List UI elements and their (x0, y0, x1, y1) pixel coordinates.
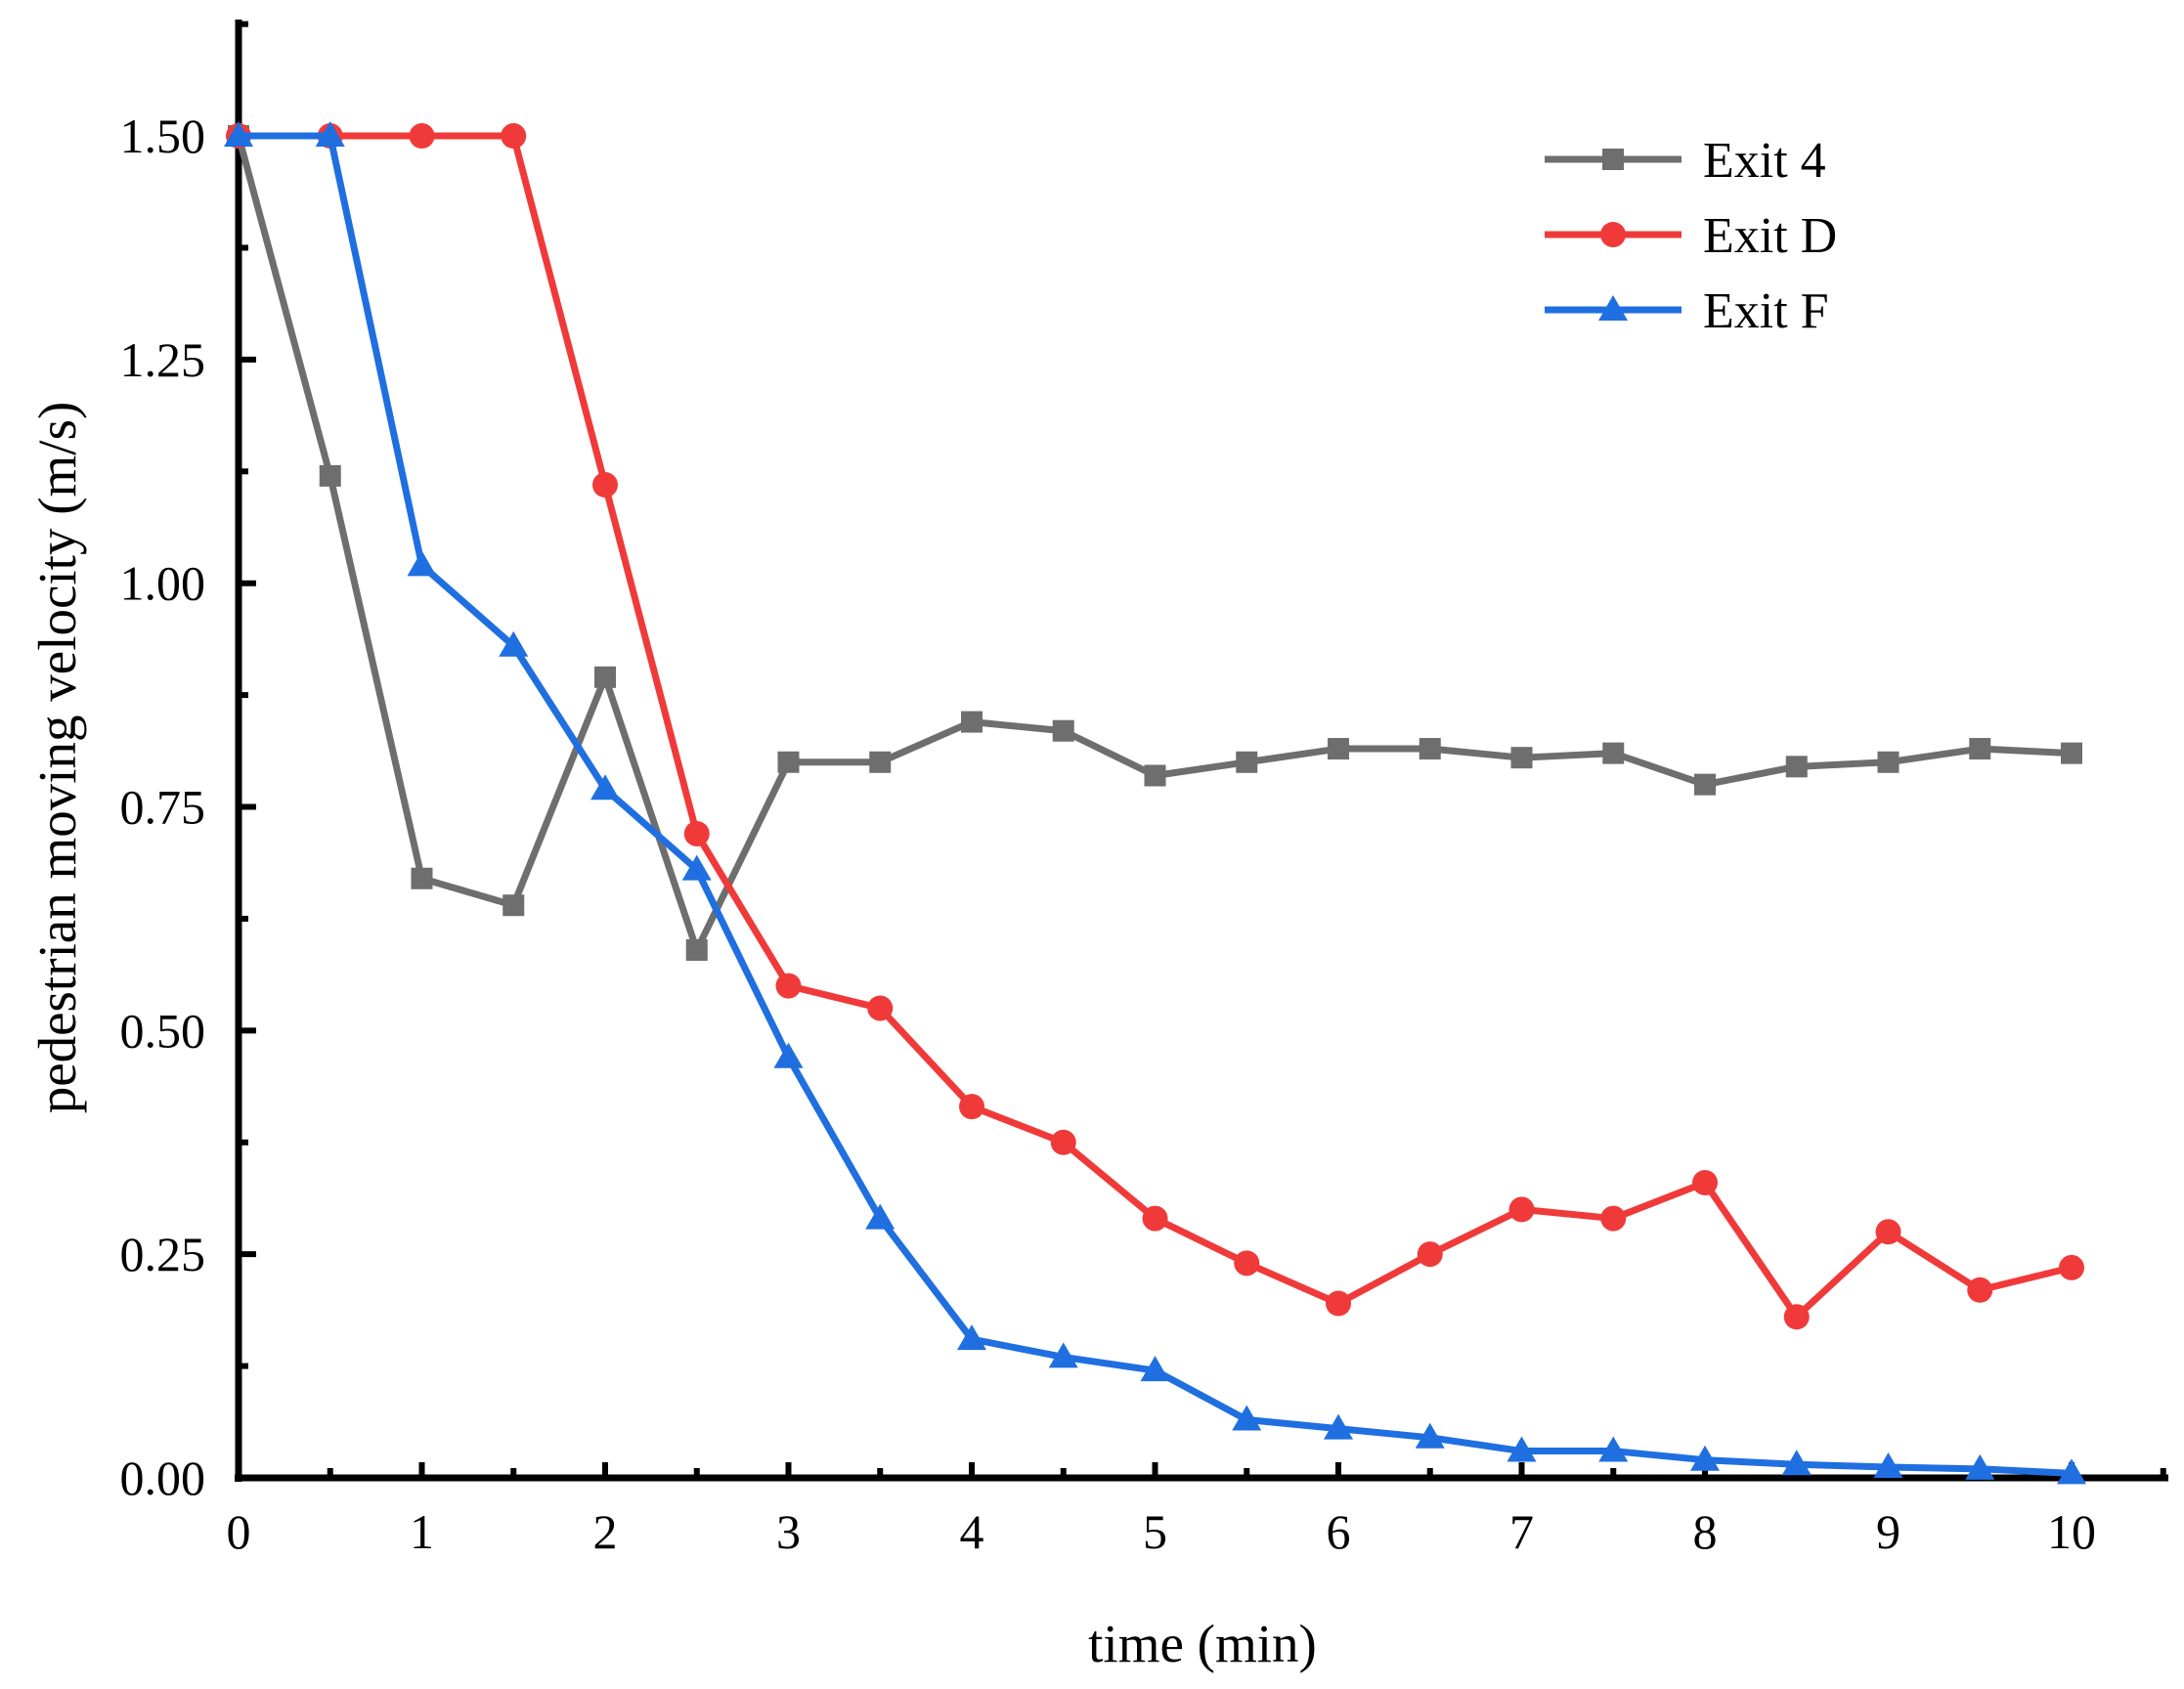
data-point-exit-4 (1969, 738, 1991, 760)
data-point-exit-d (1600, 1205, 1627, 1232)
data-point-exit-f (1507, 1436, 1537, 1462)
data-point-exit-f (1324, 1413, 1353, 1440)
series-exit-4 (228, 125, 2082, 961)
legend-marker-exit-f (1598, 295, 1628, 321)
data-point-exit-4 (685, 938, 708, 961)
x-tick-label: 4 (960, 1504, 984, 1559)
data-point-exit-4 (1602, 742, 1625, 764)
data-point-exit-f (773, 1042, 804, 1068)
data-point-exit-4 (1877, 751, 1900, 773)
data-point-exit-d (867, 995, 894, 1021)
legend-marker-exit-d (1600, 222, 1626, 247)
legend-label-exit-d: Exit D (1703, 208, 1837, 264)
data-point-exit-d (1508, 1196, 1535, 1223)
data-point-exit-f (957, 1324, 986, 1351)
data-point-exit-f (315, 121, 345, 148)
data-point-exit-d (1326, 1290, 1351, 1317)
data-point-exit-f (2057, 1458, 2086, 1485)
legend-label-exit-f: Exit F (1703, 283, 1829, 339)
data-point-exit-4 (1328, 738, 1349, 760)
data-point-exit-d (1142, 1205, 1168, 1232)
data-point-exit-f (1873, 1452, 1903, 1479)
data-point-exit-f (1598, 1436, 1629, 1462)
data-point-exit-d (1234, 1250, 1260, 1277)
data-point-exit-4 (2061, 742, 2082, 764)
data-point-exit-f (865, 1203, 895, 1230)
x-tick-label: 10 (2047, 1504, 2096, 1559)
data-point-exit-4 (777, 751, 800, 773)
data-point-exit-f (1965, 1453, 1995, 1480)
data-point-exit-4 (502, 894, 525, 917)
data-point-exit-d (409, 123, 435, 150)
data-point-exit-4 (1419, 738, 1441, 760)
data-point-exit-d (1875, 1219, 1901, 1245)
data-point-exit-f (1781, 1450, 1812, 1476)
data-point-exit-4 (411, 867, 433, 889)
data-point-exit-d (683, 820, 710, 846)
data-point-exit-d (1783, 1304, 1810, 1330)
data-point-exit-4 (1510, 747, 1533, 769)
x-tick-label: 7 (1509, 1504, 1534, 1559)
data-point-exit-4 (1785, 756, 1808, 778)
y-tick-label: 0.00 (120, 1451, 206, 1505)
data-point-exit-d (1967, 1277, 1993, 1303)
x-axis-title: time (min) (1088, 1614, 1317, 1673)
data-point-exit-d (501, 123, 527, 150)
y-tick-label: 0.50 (120, 1003, 206, 1058)
data-point-exit-f (499, 630, 529, 657)
data-point-exit-4 (961, 711, 983, 733)
x-tick-label: 3 (776, 1504, 801, 1559)
y-tick-label: 0.25 (120, 1227, 206, 1281)
x-tick-label: 6 (1327, 1504, 1351, 1559)
data-point-exit-4 (594, 666, 616, 688)
legend-label-exit-4: Exit 4 (1703, 133, 1826, 189)
data-point-exit-4 (1144, 764, 1166, 787)
y-tick-label: 0.75 (120, 780, 206, 835)
data-point-exit-d (959, 1094, 984, 1120)
data-point-exit-f (407, 550, 437, 577)
x-tick-label: 9 (1876, 1504, 1900, 1559)
plot-area (224, 121, 2086, 1485)
y-tick-label: 1.25 (120, 332, 206, 387)
data-point-exit-d (1417, 1241, 1443, 1268)
data-point-exit-4 (1236, 751, 1258, 773)
data-point-exit-f (681, 854, 712, 881)
legend: Exit 4 Exit D Exit F (1545, 133, 1837, 339)
data-point-exit-d (775, 973, 802, 999)
x-tick-label: 5 (1143, 1504, 1167, 1559)
data-point-exit-4 (1052, 719, 1074, 742)
x-tick-label: 1 (410, 1504, 434, 1559)
data-point-exit-d (1050, 1129, 1076, 1155)
y-tick-label: 1.00 (120, 556, 206, 611)
x-tick-label: 0 (227, 1504, 251, 1559)
data-point-exit-f (1690, 1445, 1720, 1471)
data-point-exit-f (224, 121, 253, 148)
x-tick-label: 8 (1693, 1504, 1718, 1559)
data-point-exit-d (1692, 1169, 1718, 1195)
data-point-exit-f (1232, 1405, 1262, 1431)
axes: 0 1 2 3 4 5 6 7 8 9 10 0.00 0.25 0.50 0.75 1.00 1.25 1.50 (120, 20, 2168, 1559)
series-exit-f (224, 121, 2086, 1485)
data-point-exit-f (1415, 1422, 1445, 1449)
x-tick-label: 2 (593, 1504, 618, 1559)
data-point-exit-d (592, 472, 618, 498)
data-point-exit-f (590, 774, 620, 801)
y-tick-label: 1.50 (120, 108, 206, 163)
data-point-exit-4 (1694, 773, 1716, 796)
data-point-exit-4 (869, 751, 892, 773)
data-point-exit-d (2059, 1254, 2084, 1280)
legend-marker-exit-4 (1602, 149, 1624, 170)
data-point-exit-4 (319, 464, 341, 487)
data-point-exit-f (1140, 1356, 1170, 1382)
data-point-exit-f (1048, 1342, 1078, 1368)
y-axis-title: pedestrian moving velocity (m/s) (27, 402, 87, 1114)
